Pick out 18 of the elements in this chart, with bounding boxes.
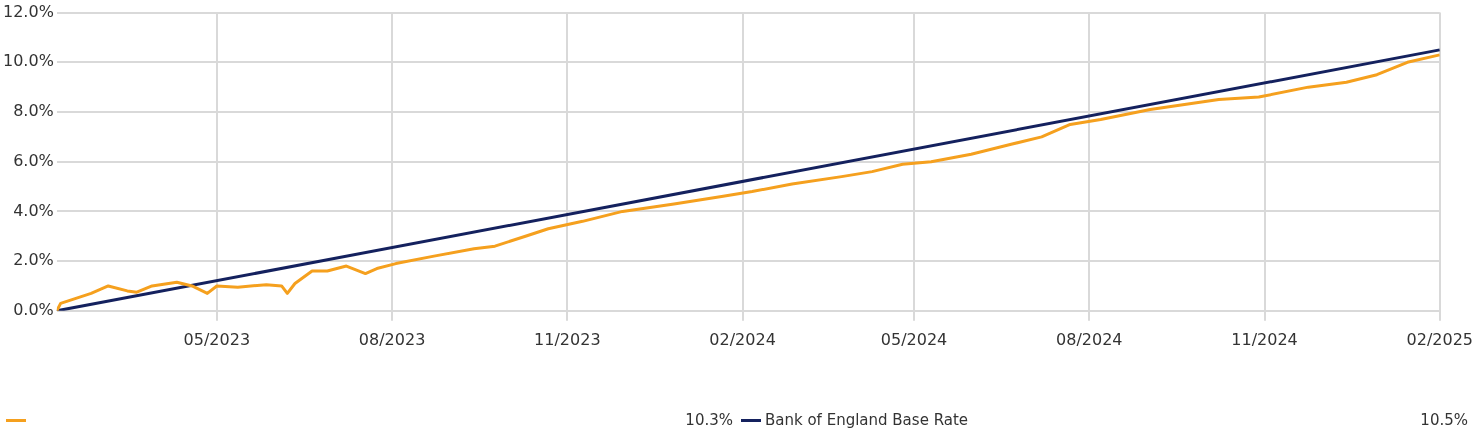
x-tick-label: 11/2024 — [1231, 329, 1298, 349]
text: 10.5% — [1420, 411, 1468, 429]
x-tick-label: 08/2024 — [1056, 329, 1123, 349]
x-tick-label: 02/2024 — [709, 329, 776, 349]
x-tick-label: 08/2023 — [358, 329, 426, 349]
y-tick-label: 2.0% — [13, 250, 54, 270]
x-tick-label: 05/2023 — [183, 329, 251, 349]
y-tick-label: 10.0% — [3, 51, 54, 71]
y-tick-label: 8.0% — [13, 101, 54, 121]
x-tick-label: 05/2024 — [880, 329, 948, 349]
y-tick-label: 4.0% — [13, 200, 54, 220]
x-tick-label: 11/2023 — [534, 329, 601, 349]
x-tick-label: 02/2025 — [1406, 329, 1473, 349]
y-tick-label: 0.0% — [13, 299, 54, 319]
y-tick-label: 6.0% — [13, 150, 54, 170]
legend-label: Bank of England Base Rate — [765, 411, 970, 429]
y-tick-label: 12.0% — [3, 1, 54, 21]
text: 10.3% — [685, 411, 733, 429]
